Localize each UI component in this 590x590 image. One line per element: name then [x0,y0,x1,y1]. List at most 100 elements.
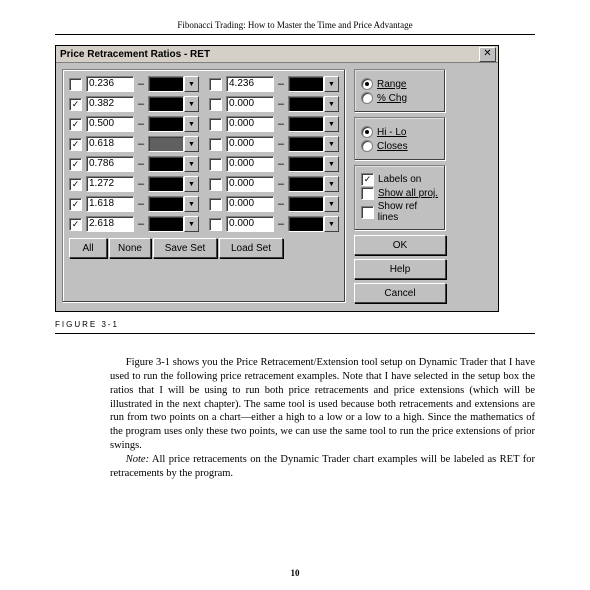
ratio-value-field[interactable]: 0.000 [226,96,274,112]
ratio-row: ✓0.500–▼ [69,116,199,132]
ratio-checkbox[interactable] [209,178,222,191]
ratio-checkbox[interactable] [209,78,222,91]
color-swatch [148,136,184,152]
dash-separator: – [138,78,144,90]
chevron-down-icon[interactable]: ▼ [324,156,339,172]
ratio-value-field[interactable]: 0.236 [86,76,134,92]
ratio-row: 0.000–▼ [209,176,339,192]
save-set-button[interactable]: Save Set [153,238,217,258]
ratio-value-field[interactable]: 0.500 [86,116,134,132]
dash-separator: – [278,78,284,90]
ratio-value-field[interactable]: 0.786 [86,156,134,172]
help-button[interactable]: Help [354,259,446,279]
ratio-value-field[interactable]: 0.000 [226,196,274,212]
chevron-down-icon[interactable]: ▼ [324,176,339,192]
chevron-down-icon[interactable]: ▼ [324,96,339,112]
color-combo[interactable]: ▼ [288,216,339,232]
ratio-checkbox[interactable] [209,118,222,131]
ratio-checkbox[interactable] [209,138,222,151]
all-button[interactable]: All [69,238,107,258]
ratio-value-field[interactable]: 0.000 [226,216,274,232]
ratio-row: ✓0.382–▼ [69,96,199,112]
ratio-row: 0.236– ▼ [69,76,199,92]
color-combo[interactable]: ▼ [148,76,199,92]
load-set-button[interactable]: Load Set [219,238,283,258]
color-combo[interactable]: ▼ [288,76,339,92]
closes-radio[interactable] [361,140,373,152]
ratio-value-field[interactable]: 0.000 [226,136,274,152]
chevron-down-icon[interactable]: ▼ [184,156,199,172]
ratio-value-field[interactable]: 0.000 [226,176,274,192]
ratio-value-field[interactable]: 0.618 [86,136,134,152]
color-swatch [148,156,184,172]
color-combo[interactable]: ▼ [148,116,199,132]
hilo-radio[interactable] [361,126,373,138]
ratio-checkbox[interactable]: ✓ [69,118,82,131]
chevron-down-icon[interactable]: ▼ [184,96,199,112]
ratio-checkbox[interactable] [209,158,222,171]
chevron-down-icon[interactable]: ▼ [184,176,199,192]
ratio-checkbox[interactable]: ✓ [69,218,82,231]
color-combo[interactable]: ▼ [288,196,339,212]
ratio-checkbox[interactable]: ✓ [69,158,82,171]
color-swatch [288,196,324,212]
ratio-value-field[interactable]: 0.000 [226,156,274,172]
ratio-checkbox[interactable] [69,78,82,91]
color-combo[interactable]: ▼ [288,156,339,172]
dialog-title: Price Retracement Ratios - RET [60,49,210,60]
dash-separator: – [278,98,284,110]
pct-chg-radio[interactable] [361,92,373,104]
chevron-down-icon[interactable]: ▼ [184,136,199,152]
color-combo[interactable]: ▼ [148,176,199,192]
ratio-checkbox[interactable]: ✓ [69,138,82,151]
ratio-checkbox[interactable] [209,218,222,231]
labels-on-checkbox[interactable]: ✓ [361,173,374,186]
chevron-down-icon[interactable]: ▼ [324,196,339,212]
color-combo[interactable]: ▼ [288,136,339,152]
color-combo[interactable]: ▼ [288,96,339,112]
ratio-value-field[interactable]: 0.000 [226,116,274,132]
color-combo[interactable]: ▼ [148,216,199,232]
titlebar: Price Retracement Ratios - RET ✕ [56,46,498,63]
ratio-value-field[interactable]: 1.618 [86,196,134,212]
ratio-checkbox[interactable]: ✓ [69,178,82,191]
chevron-down-icon[interactable]: ▼ [324,136,339,152]
running-head: Fibonacci Trading: How to Master the Tim… [55,20,535,35]
color-combo[interactable]: ▼ [148,136,199,152]
ratio-value-field[interactable]: 2.618 [86,216,134,232]
color-combo[interactable]: ▼ [288,176,339,192]
ratio-row: 0.000–▼ [209,116,339,132]
range-label: Range [377,79,406,90]
dash-separator: – [278,198,284,210]
close-icon[interactable]: ✕ [479,47,496,62]
color-combo[interactable]: ▼ [148,196,199,212]
chevron-down-icon[interactable]: ▼ [324,216,339,232]
chevron-down-icon[interactable]: ▼ [324,76,339,92]
none-button[interactable]: None [109,238,151,258]
chevron-down-icon[interactable]: ▼ [184,116,199,132]
color-combo[interactable]: ▼ [148,96,199,112]
ratio-value-field[interactable]: 0.382 [86,96,134,112]
ratio-value-field[interactable]: 4.236 [226,76,274,92]
chevron-down-icon[interactable]: ▼ [184,216,199,232]
range-radio[interactable] [361,78,373,90]
source-groupbox: Hi - Lo Closes [354,117,446,161]
chevron-down-icon[interactable]: ▼ [184,76,199,92]
ratio-value-field[interactable]: 1.272 [86,176,134,192]
color-swatch [288,116,324,132]
chevron-down-icon[interactable]: ▼ [324,116,339,132]
ratio-checkbox[interactable] [209,98,222,111]
ratio-checkbox[interactable]: ✓ [69,198,82,211]
ok-button[interactable]: OK [354,235,446,255]
ratio-checkbox[interactable]: ✓ [69,98,82,111]
show-ref-lines-checkbox[interactable] [361,206,374,219]
color-combo[interactable]: ▼ [288,116,339,132]
ratio-checkbox[interactable] [209,198,222,211]
show-all-proj-checkbox[interactable] [361,187,374,200]
color-swatch [148,216,184,232]
color-combo[interactable]: ▼ [148,156,199,172]
chevron-down-icon[interactable]: ▼ [184,196,199,212]
color-swatch [288,176,324,192]
ratio-row: 0.000–▼ [209,216,339,232]
cancel-button[interactable]: Cancel [354,283,446,303]
